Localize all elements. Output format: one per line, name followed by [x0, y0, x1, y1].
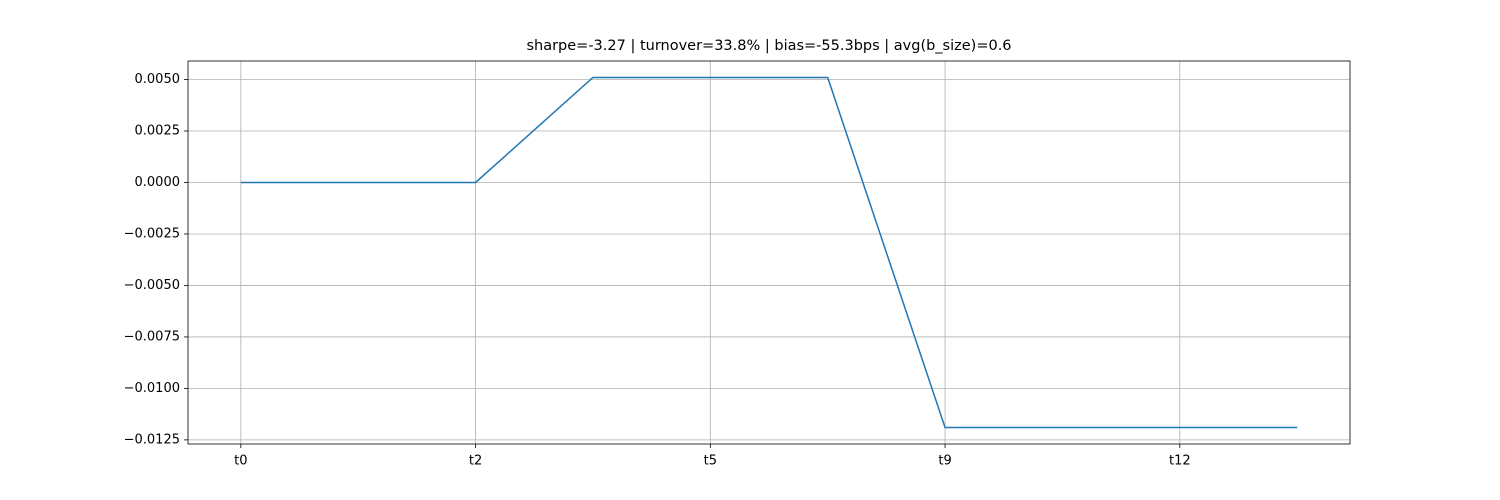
y-tick-label: 0.0025 — [135, 124, 181, 139]
y-tick-label: −0.0125 — [124, 432, 180, 447]
chart-title: sharpe=-3.27 | turnover=33.8% | bias=-55… — [526, 38, 1011, 54]
y-tick-label: −0.0050 — [124, 278, 180, 293]
x-tick-label: t0 — [234, 454, 247, 469]
y-tick-label: −0.0075 — [124, 329, 180, 344]
data-line — [240, 76, 1298, 429]
x-tick-label: t2 — [469, 454, 482, 469]
y-tick-label: 0.0000 — [135, 175, 181, 190]
y-tick-label: 0.0050 — [135, 72, 181, 87]
x-tick-label: t9 — [938, 454, 951, 469]
x-tick-label: t12 — [1169, 454, 1191, 469]
plot-frame — [187, 60, 1351, 445]
x-tick-label: t5 — [704, 454, 717, 469]
y-tick-label: −0.0100 — [124, 381, 180, 396]
y-tick-label: −0.0025 — [124, 226, 180, 241]
